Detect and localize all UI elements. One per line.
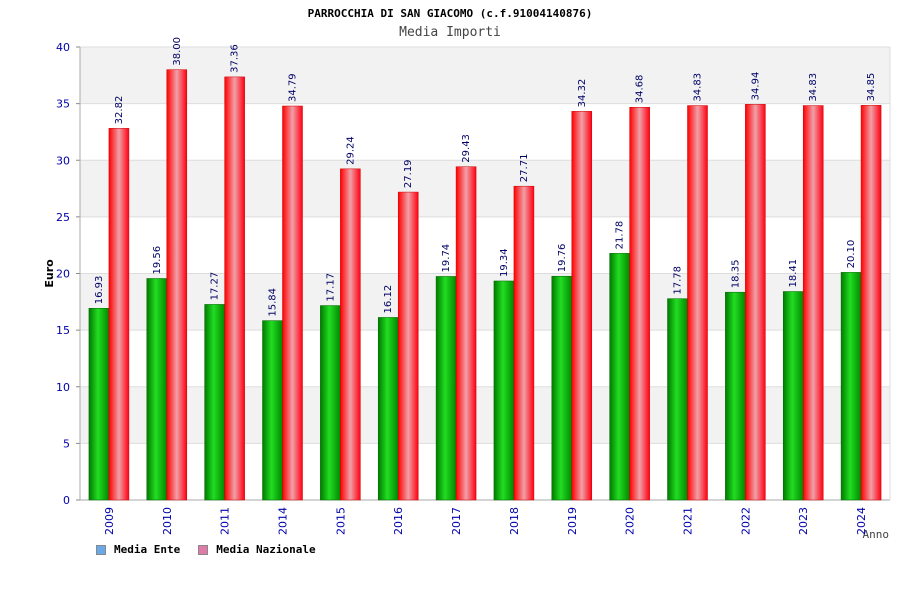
data-label: 18.41 — [788, 259, 799, 288]
bar-ente — [88, 308, 110, 501]
data-label: 37.36 — [230, 44, 241, 73]
data-label: 16.12 — [383, 285, 394, 314]
grid-band — [80, 330, 890, 387]
bar-nazionale — [745, 104, 766, 501]
data-label: 19.34 — [499, 248, 510, 277]
bar-ente — [609, 253, 630, 501]
bar-ente — [377, 317, 399, 501]
x-tick-label: 2018 — [508, 507, 521, 535]
y-tick-label: 0 — [63, 494, 70, 507]
data-label: 19.76 — [557, 244, 568, 273]
bar-nazionale — [282, 105, 303, 501]
x-tick-label: 2021 — [682, 507, 695, 535]
bar-nazionale — [571, 111, 593, 501]
legend: Media Ente Media Nazionale — [96, 543, 316, 556]
data-label: 34.94 — [750, 72, 761, 101]
x-tick-label: 2009 — [103, 507, 116, 535]
data-label: 20.10 — [846, 240, 857, 269]
legend-item-ente: Media Ente — [96, 543, 180, 556]
legend-swatch-ente — [96, 544, 106, 555]
y-tick-label: 25 — [56, 211, 70, 224]
x-tick-label: 2017 — [450, 507, 463, 535]
grid-band — [80, 273, 890, 331]
grid-band — [80, 216, 890, 274]
bar-ente — [493, 280, 515, 501]
chart-title: PARROCCHIA DI SAN GIACOMO (c.f.910041408… — [307, 7, 593, 20]
bar-ente — [551, 275, 573, 501]
grid-band — [80, 47, 890, 104]
bar-nazionale — [629, 106, 650, 501]
y-tick-label: 30 — [56, 154, 70, 167]
y-tick-label: 20 — [56, 268, 70, 281]
grid-band — [80, 160, 890, 217]
bar-nazionale — [224, 76, 245, 501]
legend-item-nazionale: Media Nazionale — [198, 543, 316, 556]
bar-ente — [725, 291, 746, 501]
bar-ente — [146, 278, 168, 501]
data-label: 19.74 — [441, 244, 452, 273]
x-tick-label: 2016 — [392, 507, 405, 535]
x-tick-label: 2011 — [219, 507, 232, 535]
bar-nazionale — [166, 69, 188, 501]
y-tick-label: 40 — [56, 41, 70, 54]
data-label: 29.24 — [345, 136, 356, 165]
data-label: 17.27 — [210, 272, 221, 301]
y-tick-label: 10 — [56, 381, 70, 394]
legend-label-ente: Media Ente — [114, 543, 181, 556]
data-label: 15.84 — [268, 288, 279, 317]
data-label: 34.83 — [693, 73, 704, 102]
data-label: 32.82 — [114, 96, 125, 125]
chart-subtitle: Media Importi — [399, 25, 501, 40]
y-tick-label: 5 — [63, 437, 70, 450]
x-tick-label: 2024 — [855, 507, 868, 535]
bar-ente — [320, 305, 341, 501]
grid-band — [80, 443, 890, 500]
x-tick-label: 2019 — [566, 507, 579, 535]
legend-label-nazionale: Media Nazionale — [216, 543, 316, 556]
bar-nazionale — [108, 128, 130, 501]
bar-ente — [840, 272, 862, 501]
grid-band — [80, 386, 890, 444]
bar-nazionale — [455, 166, 477, 501]
data-label: 19.56 — [152, 246, 163, 275]
bar-ente — [667, 298, 688, 501]
bar-nazionale — [340, 168, 361, 501]
x-tick-label: 2014 — [277, 507, 290, 535]
bar-ente — [262, 320, 283, 501]
data-label: 34.32 — [577, 79, 588, 108]
x-tick-label: 2022 — [739, 507, 752, 535]
bar-nazionale — [513, 185, 535, 501]
bar-ente — [782, 291, 804, 501]
bar-nazionale — [860, 105, 882, 501]
y-axis-label: Euro — [43, 259, 56, 288]
legend-swatch-nazionale — [198, 544, 209, 555]
bar-ente — [204, 304, 225, 501]
x-tick-label: 2015 — [334, 507, 347, 535]
grid-band — [80, 103, 890, 161]
x-tick-label: 2020 — [624, 507, 637, 535]
data-label: 17.17 — [325, 273, 336, 302]
y-tick-label: 35 — [56, 98, 70, 111]
bar-ente — [435, 276, 457, 501]
data-label: 21.78 — [615, 221, 626, 250]
data-label: 34.85 — [866, 73, 877, 102]
data-label: 29.43 — [461, 134, 472, 163]
data-label: 27.19 — [403, 159, 414, 188]
data-label: 16.93 — [94, 276, 105, 305]
x-axis-label: Anno — [863, 528, 890, 541]
y-tick-label: 15 — [56, 324, 70, 337]
x-tick-label: 2023 — [797, 507, 810, 535]
x-tick-label: 2010 — [161, 507, 174, 535]
data-label: 27.71 — [519, 154, 530, 183]
data-label: 34.79 — [288, 73, 299, 102]
data-label: 34.83 — [808, 73, 819, 102]
bar-nazionale — [687, 105, 708, 501]
data-label: 34.68 — [635, 75, 646, 104]
data-label: 17.78 — [673, 266, 684, 295]
data-label: 38.00 — [172, 37, 183, 66]
bar-nazionale — [802, 105, 824, 501]
data-label: 18.35 — [730, 260, 741, 289]
bar-nazionale — [397, 191, 419, 501]
